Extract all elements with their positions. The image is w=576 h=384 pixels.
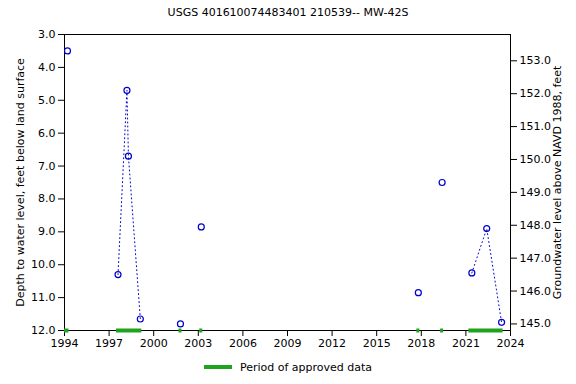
svg-text:149.0: 149.0 (520, 186, 552, 199)
svg-text:Groundwater level above NAVD 1: Groundwater level above NAVD 1988, feet (551, 65, 564, 299)
svg-text:10.0: 10.0 (31, 258, 56, 271)
svg-text:2009: 2009 (274, 337, 302, 350)
svg-text:2015: 2015 (363, 337, 391, 350)
svg-text:145.0: 145.0 (520, 317, 552, 330)
svg-text:9.0: 9.0 (38, 225, 56, 238)
svg-text:8.0: 8.0 (38, 192, 56, 205)
svg-text:146.0: 146.0 (520, 285, 552, 298)
svg-text:1997: 1997 (95, 337, 123, 350)
svg-text:2012: 2012 (318, 337, 346, 350)
svg-text:152.0: 152.0 (520, 87, 552, 100)
html-text:Period of approved data: Period of approved data (239, 360, 373, 374)
svg-text:3.0: 3.0 (38, 28, 56, 41)
svg-text:151.0: 151.0 (520, 120, 552, 133)
svg-text:153.0: 153.0 (520, 54, 552, 67)
svg-text:1994: 1994 (51, 337, 79, 350)
svg-text:5.0: 5.0 (38, 94, 56, 107)
svg-text:148.0: 148.0 (520, 219, 552, 232)
svg-text:2018: 2018 (407, 337, 435, 350)
svg-text:150.0: 150.0 (520, 153, 552, 166)
svg-text:2003: 2003 (184, 337, 212, 350)
svg-text:147.0: 147.0 (520, 252, 552, 265)
svg-text:2024: 2024 (497, 337, 525, 350)
svg-text:4.0: 4.0 (38, 61, 56, 74)
svg-text:7.0: 7.0 (38, 160, 56, 173)
svg-text:11.0: 11.0 (31, 291, 56, 304)
html-text:USGS 401610074483401 210539--: USGS 401610074483401 210539-- MW-42S (167, 6, 409, 19)
svg-text:2006: 2006 (229, 337, 257, 350)
svg-text:2021: 2021 (452, 337, 480, 350)
svg-text:6.0: 6.0 (38, 127, 56, 140)
svg-text:Depth to water level, feet bel: Depth to water level, feet below land su… (14, 58, 27, 307)
svg-text:2000: 2000 (140, 337, 168, 350)
svg-text:12.0: 12.0 (31, 324, 56, 337)
